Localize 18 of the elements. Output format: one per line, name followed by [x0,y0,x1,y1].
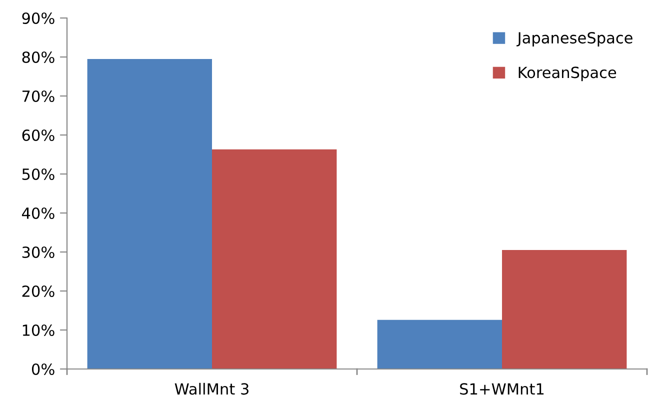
bar [212,149,337,369]
y-tick-label: 90% [22,12,54,24]
bar [87,58,212,369]
y-tick-label: 20% [22,285,54,298]
bar [377,320,502,369]
x-tick-label: S1+WMnt1 [460,383,544,395]
y-tick-label: 50% [22,168,54,180]
y-tick-label: 30% [22,246,54,258]
bar [502,250,627,369]
legend-label: KoreanSpace [518,66,616,82]
y-tick-label: 10% [22,324,54,336]
x-tick-label: WallMnt 3 [174,382,248,395]
y-tick-label: 80% [22,51,54,64]
y-tick-label: 40% [22,207,54,220]
y-tick-label: 0% [32,363,54,376]
y-tick-label: 70% [22,90,54,102]
legend-label: JapaneseSpace [516,32,632,47]
y-tick-label: 60% [22,129,54,142]
